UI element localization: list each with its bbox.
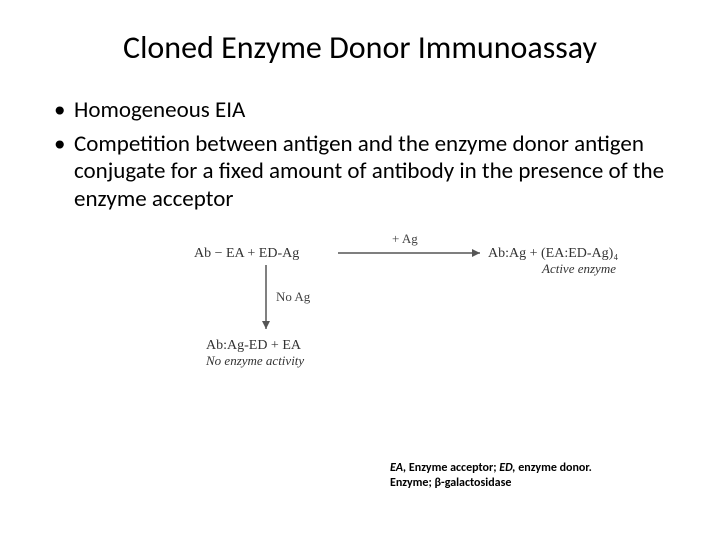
slide: Cloned Enzyme Donor Immunoassay Homogene… bbox=[0, 0, 720, 540]
down-arrow-label: No Ag bbox=[276, 289, 311, 304]
diagram-svg: Ab − EA + ED-Ag + Ag Ab:Ag + (EA:ED-Ag)₄… bbox=[180, 225, 640, 375]
bullet-list: Homogeneous EIA Competition between anti… bbox=[50, 97, 670, 213]
top-arrow-label: + Ag bbox=[392, 231, 418, 246]
horizontal-arrow-head bbox=[472, 249, 480, 257]
page-title: Cloned Enzyme Donor Immunoassay bbox=[50, 28, 670, 67]
legend-ea-ital: EA, bbox=[390, 461, 406, 475]
legend-ed-text: enzyme donor. bbox=[516, 461, 592, 475]
reagents-text: Ab − EA + ED-Ag bbox=[194, 246, 299, 261]
legend-ed-ital: ED, bbox=[499, 461, 515, 475]
right-product-line2: Active enzyme bbox=[541, 261, 616, 276]
bullet-item: Homogeneous EIA bbox=[50, 97, 670, 125]
reaction-diagram: Ab − EA + ED-Ag + Ag Ab:Ag + (EA:ED-Ag)₄… bbox=[180, 225, 640, 375]
bullet-item: Competition between antigen and the enzy… bbox=[50, 131, 670, 214]
legend: EA, Enzyme acceptor; ED, enzyme donor. E… bbox=[390, 461, 650, 492]
vertical-arrow-head bbox=[262, 321, 270, 329]
bottom-product-line1: Ab:Ag-ED + EA bbox=[206, 338, 302, 353]
legend-line-2: Enzyme; β-galactosidase bbox=[390, 476, 650, 492]
legend-line-1: EA, Enzyme acceptor; ED, enzyme donor. bbox=[390, 461, 650, 477]
bottom-product-line2: No enzyme activity bbox=[205, 353, 304, 368]
legend-ea-text: Enzyme acceptor; bbox=[406, 461, 499, 475]
right-product-line1: Ab:Ag + (EA:ED-Ag)₄ bbox=[488, 246, 618, 261]
